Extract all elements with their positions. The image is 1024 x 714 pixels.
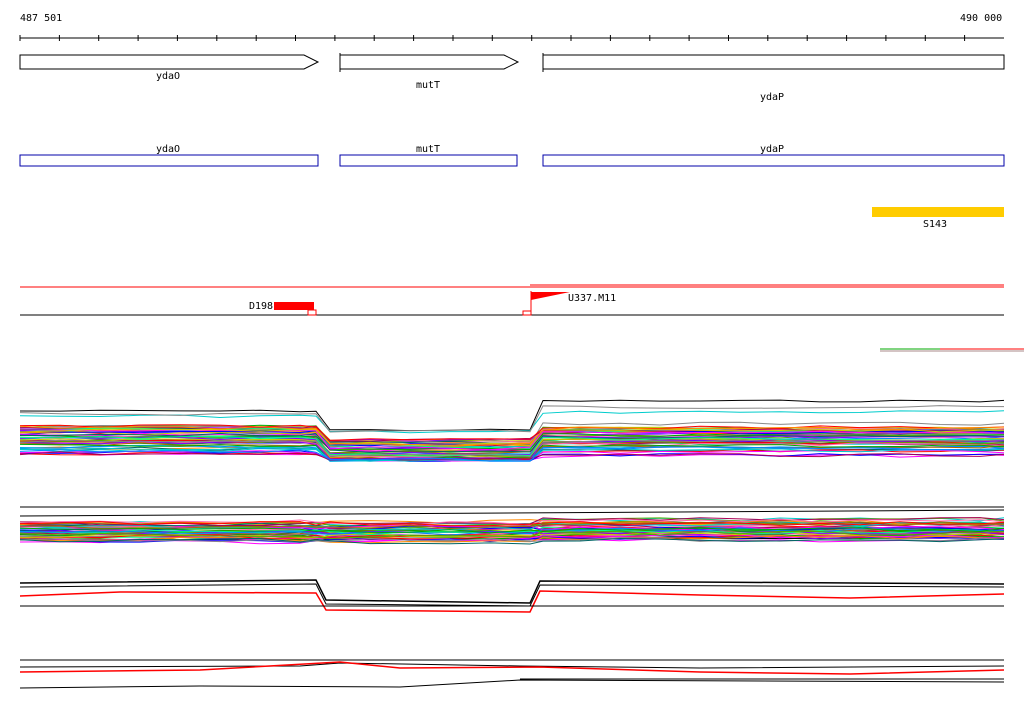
gene-track	[19, 53, 1005, 72]
feature-label-s143: S143	[923, 219, 948, 230]
cds-box-mutT[interactable]	[339, 154, 518, 167]
expression-track-2	[19, 506, 1005, 545]
expression-summary-track-4	[19, 659, 1005, 689]
ruler-ticks	[19, 35, 966, 41]
expression-profile-line	[19, 529, 1005, 536]
expression-profile-line	[19, 405, 1005, 433]
feature-marker-u337	[522, 310, 532, 316]
feature-marker-d198	[307, 309, 317, 316]
expression-summary-track-3	[19, 579, 1005, 613]
transcript-feature-track	[20, 284, 1024, 352]
summary-upper-line	[19, 579, 1005, 604]
expression-profile-line	[19, 521, 1005, 527]
cds-label-mutT: mutT	[416, 144, 441, 155]
feature-label-d198: D198	[249, 301, 274, 312]
summary-mid-line	[19, 583, 1005, 607]
feature-flag-u337[interactable]	[531, 292, 570, 300]
gene-label-ydaP: ydaP	[760, 92, 785, 103]
expression-profile-line	[19, 519, 1005, 526]
expression-profile-line	[20, 521, 1004, 530]
cds-label-ydaO: ydaO	[156, 144, 181, 155]
gene-arrow-ydaP[interactable]	[543, 54, 1005, 70]
cds-box-ydaO[interactable]	[19, 154, 319, 167]
cds-box-ydaP[interactable]	[542, 154, 1005, 167]
expression-profile-line	[19, 439, 1005, 458]
ruler-start-label: 487 501	[20, 13, 63, 24]
gene-label-ydaO: ydaO	[156, 71, 181, 82]
expression-profile-line	[19, 446, 1005, 462]
expression-profile-line	[19, 443, 1005, 461]
summary-upper-line	[19, 662, 1005, 669]
expression-profile-line	[19, 432, 1005, 453]
expression-profile-line	[19, 399, 1005, 432]
summary-lower-line	[19, 679, 1005, 689]
feature-label-u337: U337.M11	[568, 293, 617, 304]
expression-profile-line	[19, 527, 1005, 534]
track-frame-line	[19, 509, 1005, 517]
expression-profile-line	[19, 518, 1005, 526]
expression-profile-line	[19, 527, 1005, 536]
expression-track-1	[19, 399, 1005, 462]
feature-block-d198[interactable]	[274, 302, 314, 310]
gene-label-mutT: mutT	[416, 80, 441, 91]
cds-label-ydaP: ydaP	[760, 144, 785, 155]
ruler-end-label: 490 000	[960, 13, 1003, 24]
gene-arrow-ydaO[interactable]	[19, 54, 320, 70]
feature-bar-s143[interactable]	[872, 207, 1004, 217]
expression-profile-line	[19, 424, 1005, 441]
expression-profile-line	[19, 530, 1005, 540]
expression-profile-line	[19, 451, 1005, 461]
gene-arrow-mutT[interactable]	[339, 54, 520, 70]
position-ruler	[19, 35, 1004, 41]
expression-profile-line	[19, 537, 1005, 545]
summary-red-line	[19, 661, 1005, 675]
expression-profile-line	[19, 425, 1005, 446]
expression-profile-line	[19, 435, 1005, 457]
summary-red-line	[19, 590, 1005, 613]
cds-track	[19, 154, 1005, 167]
expression-profile-line	[19, 535, 1005, 544]
